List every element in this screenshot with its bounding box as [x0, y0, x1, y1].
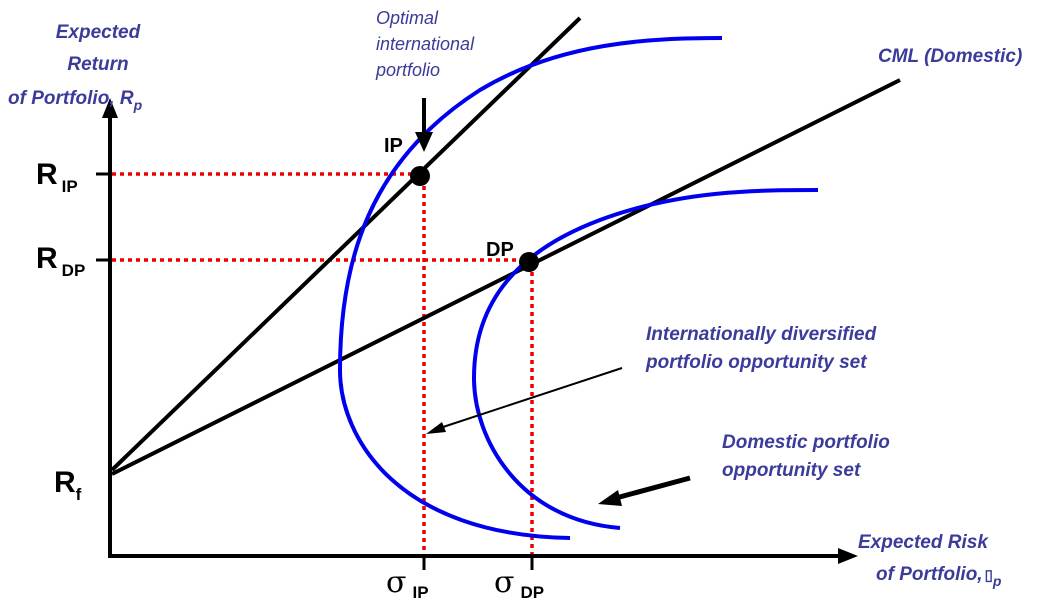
svg-text:Optimal: Optimal [376, 8, 439, 28]
dp-point [519, 252, 539, 272]
svg-text:of Portfolio,▯p: of Portfolio, ▯p [876, 564, 1002, 589]
r-ip-label: R IP [36, 158, 78, 196]
dp-label: DP [486, 239, 514, 261]
optimal-pointer-arrowhead [415, 132, 433, 152]
r-f-label: Rf [54, 466, 82, 504]
svg-text:of Portfolio, Rp: of Portfolio, Rp [8, 88, 143, 113]
missing-glyph-icon: ▯ [985, 567, 993, 584]
x-axis-arrowhead [838, 548, 858, 564]
international-frontier-curve [337, 36, 723, 540]
intl-set-pointer-arrow [439, 367, 623, 429]
ip-label: IP [384, 135, 403, 157]
svg-text:Expected Risk: Expected Risk [858, 532, 989, 553]
cml-international-line [110, 16, 582, 472]
svg-text:Return: Return [67, 54, 128, 75]
svg-text:portfolio opportunity set: portfolio opportunity set [645, 352, 867, 373]
cml-domestic-label: CML (Domestic) [878, 46, 1022, 67]
ip-point [410, 166, 430, 186]
optimal-portfolio-label: Optimal international portfolio [375, 8, 475, 80]
dom-set-label: Domestic portfolio opportunity set [722, 432, 890, 481]
intl-set-label: Internationally diversified portfolio op… [645, 324, 877, 373]
intl-set-pointer-arrowhead [426, 422, 446, 434]
domestic-frontier-curve [471, 188, 819, 530]
cml-domestic-line [111, 78, 901, 476]
svg-text:portfolio: portfolio [375, 60, 440, 80]
svg-text:international: international [376, 34, 475, 54]
sigma-ip-label: σ IP [386, 565, 429, 602]
y-axis-label: Expected Return of Portfolio, Rp [8, 22, 143, 113]
dom-set-pointer-arrowhead [598, 490, 622, 506]
x-axis-label: Expected Risk of Portfolio, ▯p [858, 532, 1002, 589]
svg-text:Domestic portfolio: Domestic portfolio [722, 432, 890, 453]
dom-set-pointer-arrow [615, 475, 691, 501]
r-dp-label: R DP [36, 242, 85, 280]
sigma-dp-label: σ DP [494, 565, 544, 602]
svg-text:opportunity set: opportunity set [722, 460, 861, 481]
y-axis-arrowhead [102, 98, 118, 118]
svg-text:Expected: Expected [56, 22, 141, 43]
svg-text:Internationally diversified: Internationally diversified [646, 324, 877, 345]
